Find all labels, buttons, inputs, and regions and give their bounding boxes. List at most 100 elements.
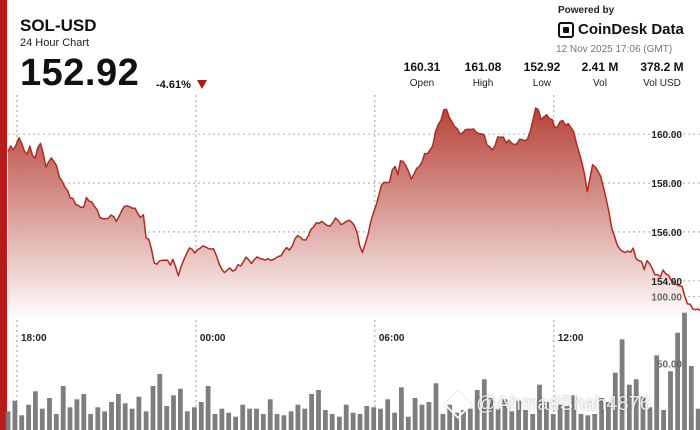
volume-bar (281, 415, 287, 430)
volume-bar (447, 404, 453, 430)
volume-bar (129, 408, 135, 430)
volume-bar (695, 408, 700, 430)
stat-low-label: Low (532, 78, 552, 89)
volume-bar (19, 415, 25, 430)
stat-high-label: High (472, 78, 494, 89)
volume-bar (392, 412, 397, 430)
volume-bar (412, 398, 418, 430)
volume-bar (122, 403, 128, 430)
volume-bar (633, 379, 639, 430)
volume-bar (523, 410, 528, 430)
volume-bar (357, 414, 363, 430)
volume-bar (5, 411, 11, 430)
stat-high-value: 161.08 (464, 60, 502, 74)
volume-bar (12, 400, 18, 430)
volume-bar (67, 407, 73, 430)
volume-bar (433, 383, 439, 430)
volume-bar (371, 407, 377, 430)
stat-vol-label: Vol (593, 78, 607, 89)
stat-low: 152.92 Low (512, 60, 572, 89)
volume-bar (240, 404, 246, 430)
volume-bar (419, 404, 425, 430)
powered-by-label: Powered by (558, 5, 615, 16)
volume-bar (544, 402, 549, 430)
watermark-text: @AhmadShah4876 (476, 393, 651, 415)
volume-bar (205, 386, 211, 430)
volume-bar (675, 332, 680, 430)
volume-bar (688, 366, 694, 430)
price-tick-label: 154.00 (651, 277, 682, 288)
volume-bar (109, 402, 114, 430)
volume-bar (260, 414, 266, 430)
down-arrow-icon (197, 80, 207, 89)
volume-bar (599, 398, 604, 430)
stat-vol-usd-value: 378.2 M (640, 60, 684, 74)
volume-bar (164, 406, 170, 430)
volume-bar (157, 374, 163, 430)
volume-bar (198, 402, 204, 430)
volume-bar (571, 395, 577, 430)
volume-bar (467, 408, 473, 430)
volume-bar (143, 411, 149, 430)
volume-bar (102, 411, 107, 430)
volume-bar (267, 399, 273, 430)
volume-bar (530, 414, 536, 430)
volume-tick-label: 100.00 (651, 293, 682, 304)
volume-bar (26, 404, 31, 430)
volume-bar (619, 339, 625, 430)
brand-name: CoinDesk Data (578, 21, 684, 38)
stat-open: 160.31 Open (392, 60, 452, 89)
volume-bar (95, 407, 101, 430)
volume-bar (509, 411, 515, 430)
price-tick-label: 156.00 (651, 228, 682, 239)
coindesk-logo-icon (558, 21, 574, 38)
volume-bar (81, 394, 87, 430)
volume-bar (343, 404, 349, 430)
volume-bar (171, 395, 176, 430)
volume-bar (39, 408, 45, 430)
volume-bar (405, 416, 411, 430)
chart-subtitle: 24 Hour Chart (20, 37, 90, 49)
volume-bar (350, 412, 356, 430)
volume-bar (33, 391, 38, 430)
stat-low-value: 152.92 (523, 60, 561, 74)
volume-bar (606, 402, 611, 430)
volume-bar (481, 379, 487, 430)
x-tick-label: 18:00 (21, 333, 47, 344)
volume-bar (178, 388, 183, 430)
stat-open-value: 160.31 (403, 60, 441, 74)
volume-bar (682, 312, 687, 430)
price-change: -4.61% (156, 79, 191, 91)
volume-bar (461, 410, 466, 430)
volume-bar (247, 408, 252, 430)
watermark: @AhmadShah4876 (443, 390, 651, 419)
volume-bar (626, 384, 632, 430)
brand-logo[interactable]: CoinDesk Data (558, 21, 684, 38)
watermark-logo-icon (443, 390, 473, 419)
volume-bar (378, 408, 383, 430)
volume-bar (654, 355, 660, 430)
volume-bar (329, 414, 335, 430)
volume-bar (564, 406, 570, 430)
volume-bar (226, 412, 232, 430)
volume-bar (364, 406, 370, 430)
volume-bar (550, 414, 556, 430)
volume-bar (516, 400, 521, 430)
volume-bar (53, 414, 59, 430)
volume-bar (60, 386, 66, 430)
volume-bar (74, 399, 80, 430)
volume-bar (233, 416, 238, 430)
price-area (8, 108, 700, 320)
volume-bar (661, 410, 666, 430)
volume-bar (454, 412, 459, 430)
volume-bar (302, 408, 308, 430)
volume-bar (592, 414, 598, 430)
stat-vol-usd-label: Vol USD (643, 78, 681, 89)
volume-bar (316, 390, 321, 430)
volume-bar (640, 396, 646, 430)
volume-bar (116, 394, 121, 430)
stat-open-label: Open (409, 78, 435, 89)
volume-bar (274, 414, 280, 430)
